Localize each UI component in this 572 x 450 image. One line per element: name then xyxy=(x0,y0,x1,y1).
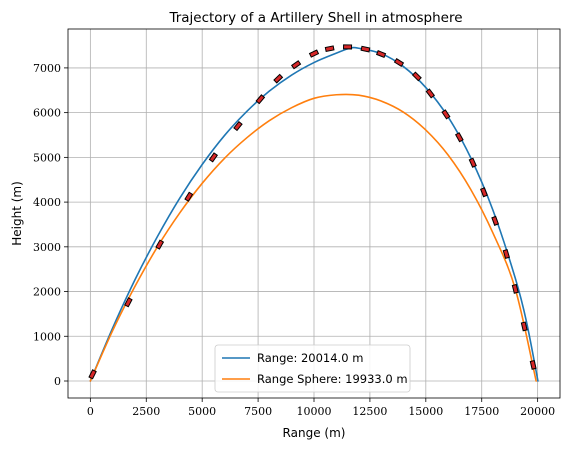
dashed-trajectory-point-fill xyxy=(492,217,498,225)
dashed-trajectory-point-fill xyxy=(512,285,518,293)
dashed-trajectory-point-fill xyxy=(274,75,282,83)
dashed-trajectory-point-fill xyxy=(469,158,476,167)
dashed-trajectory-point-fill xyxy=(426,89,434,98)
x-tick-label: 0 xyxy=(87,405,94,418)
dashed-trajectory-point-fill xyxy=(156,240,163,249)
series-line-2 xyxy=(89,93,537,382)
dashed-trajectory-point-fill xyxy=(481,188,487,197)
dashed-trajectory-point-fill xyxy=(210,153,217,162)
series-line-1 xyxy=(89,46,539,382)
dashed-trajectory-point-fill xyxy=(234,122,242,130)
legend-label-series-1: Range: 20014.0 m xyxy=(257,351,363,365)
dashed-trajectory-point-fill xyxy=(361,46,370,52)
dashed-trajectory-point-fill xyxy=(185,192,192,201)
legend-box xyxy=(214,344,411,393)
y-tick-label: 5000 xyxy=(33,151,61,164)
legend: Range: 20014.0 m Range Sphere: 19933.0 m xyxy=(214,344,411,393)
legend-label-series-2: Range Sphere: 19933.0 m xyxy=(257,372,408,386)
x-tick-label: 7500 xyxy=(244,405,272,418)
y-tick-label: 1000 xyxy=(33,330,61,343)
dashed-trajectory-point-fill xyxy=(292,61,300,69)
x-tick-label: 12500 xyxy=(352,405,387,418)
dashed-trajectory-point-fill xyxy=(413,72,421,80)
dashed-trajectory-point-fill xyxy=(442,110,450,119)
x-tick-label: 15000 xyxy=(408,405,443,418)
x-tick-label: 20000 xyxy=(520,405,555,418)
dashed-trajectory-series xyxy=(88,44,537,380)
dashed-trajectory-point-fill xyxy=(310,50,318,57)
dashed-trajectory-point-fill xyxy=(256,95,264,103)
dashed-trajectory-point-fill xyxy=(325,46,334,51)
dashed-trajectory-point-fill xyxy=(456,133,463,142)
y-tick-label: 4000 xyxy=(33,196,61,209)
dashed-trajectory-point-fill xyxy=(530,361,536,369)
x-axis-label: Range (m) xyxy=(283,426,346,440)
y-axis-label: Height (m) xyxy=(10,181,24,246)
dashed-trajectory-point-fill xyxy=(89,370,96,379)
axis-ticks: 0 2500 5000 7500 10000 12500 15000 17500 20000 0 1… xyxy=(33,62,555,418)
y-tick-label: 2000 xyxy=(33,286,61,299)
dashed-trajectory-point-fill xyxy=(503,250,509,258)
dashed-trajectory-point-fill xyxy=(377,51,385,57)
y-tick-label: 3000 xyxy=(33,241,61,254)
x-tick-label: 17500 xyxy=(464,405,499,418)
y-tick-label: 7000 xyxy=(33,62,61,75)
dashed-trajectory-point-fill xyxy=(125,298,132,307)
x-tick-label: 5000 xyxy=(188,405,216,418)
y-tick-label: 6000 xyxy=(33,107,61,120)
x-tick-label: 10000 xyxy=(297,405,332,418)
y-tick-label: 0 xyxy=(54,375,61,388)
series-lines xyxy=(88,44,539,382)
chart-title: Trajectory of a Artillery Shell in atmos… xyxy=(168,10,462,26)
dashed-trajectory-point-fill xyxy=(395,59,403,66)
dashed-trajectory-point-fill xyxy=(521,322,527,331)
x-tick-label: 2500 xyxy=(132,405,160,418)
